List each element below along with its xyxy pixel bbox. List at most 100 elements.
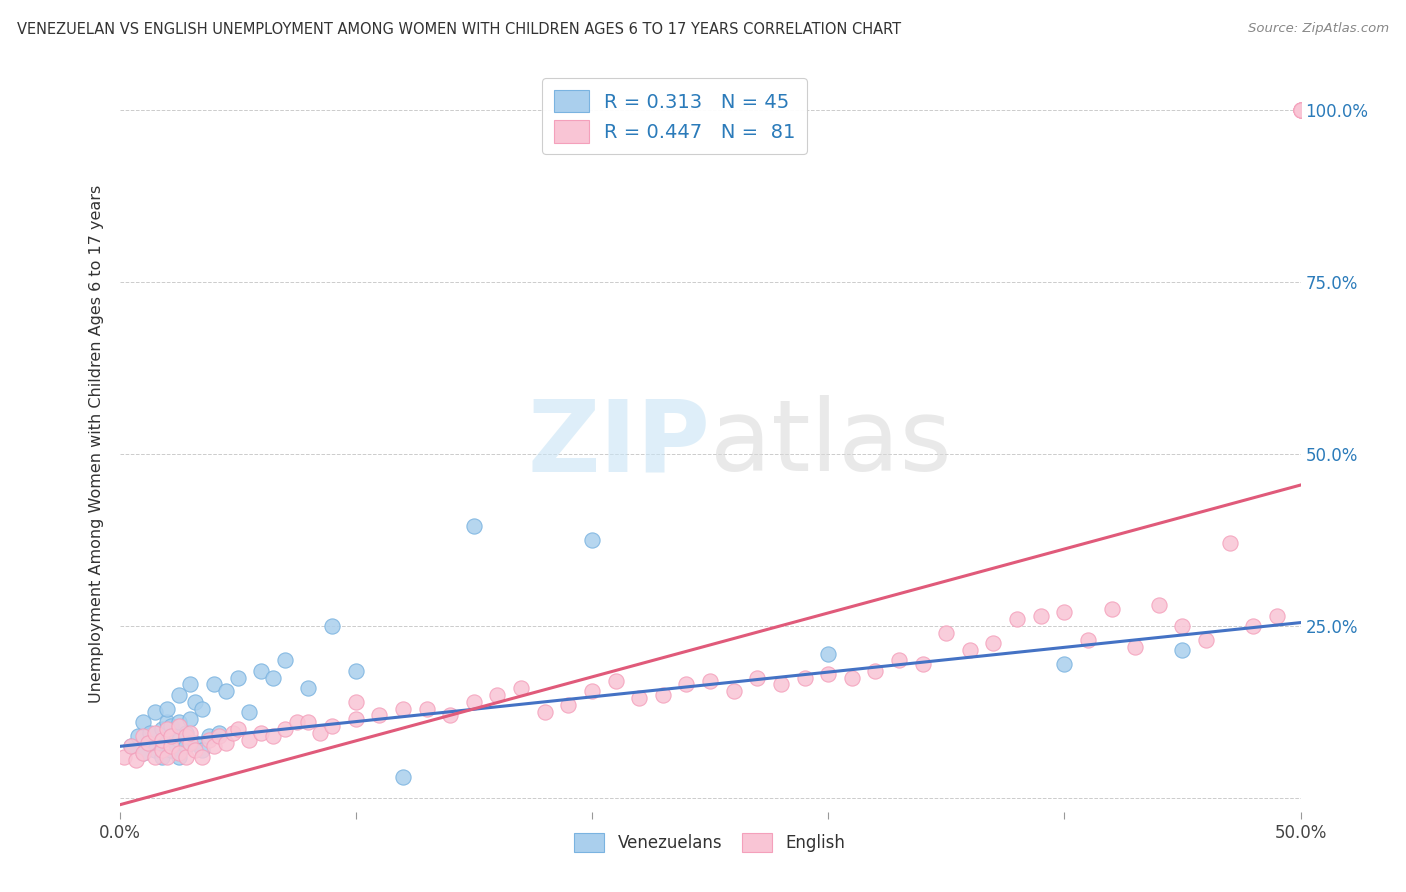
Point: [959, 643, 981, 657]
Point: [191, 749, 214, 764]
Point: [262, 729, 284, 743]
Point: [132, 729, 155, 743]
Point: [1289, 103, 1312, 118]
Point: [1171, 643, 1194, 657]
Point: [368, 708, 391, 723]
Point: [120, 739, 142, 754]
Point: [1241, 619, 1264, 633]
Point: [392, 701, 415, 715]
Point: [160, 719, 183, 733]
Point: [202, 739, 225, 754]
Point: [184, 743, 207, 757]
Point: [136, 736, 159, 750]
Text: VENEZUELAN VS ENGLISH UNEMPLOYMENT AMONG WOMEN WITH CHILDREN AGES 6 TO 17 YEARS : VENEZUELAN VS ENGLISH UNEMPLOYMENT AMONG…: [17, 22, 901, 37]
Point: [179, 725, 201, 739]
Point: [1101, 602, 1123, 616]
Point: [238, 732, 260, 747]
Point: [150, 722, 173, 736]
Point: [628, 691, 651, 706]
Point: [179, 712, 201, 726]
Point: [321, 719, 343, 733]
Point: [1289, 103, 1312, 118]
Point: [463, 695, 485, 709]
Point: [179, 677, 201, 691]
Point: [226, 722, 249, 736]
Point: [392, 770, 415, 784]
Point: [250, 664, 273, 678]
Point: [463, 519, 485, 533]
Point: [510, 681, 533, 695]
Point: [817, 667, 839, 681]
Point: [274, 722, 297, 736]
Point: [156, 722, 179, 736]
Point: [238, 705, 260, 719]
Text: ZIP: ZIP: [527, 395, 710, 492]
Point: [723, 684, 745, 698]
Point: [167, 688, 190, 702]
Point: [226, 671, 249, 685]
Point: [1219, 536, 1241, 550]
Point: [156, 715, 179, 730]
Point: [174, 725, 197, 739]
Point: [415, 701, 437, 715]
Point: [174, 739, 197, 754]
Point: [215, 736, 238, 750]
Point: [793, 671, 815, 685]
Point: [222, 725, 245, 739]
Point: [1029, 608, 1052, 623]
Point: [120, 739, 142, 754]
Point: [605, 674, 627, 689]
Point: [112, 749, 135, 764]
Point: [486, 688, 509, 702]
Point: [1005, 612, 1028, 626]
Point: [769, 677, 792, 691]
Point: [167, 749, 190, 764]
Point: [174, 729, 197, 743]
Point: [1077, 632, 1099, 647]
Point: [1289, 103, 1312, 118]
Point: [167, 715, 190, 730]
Point: [167, 746, 190, 760]
Point: [132, 715, 155, 730]
Point: [184, 736, 207, 750]
Point: [156, 732, 179, 747]
Point: [132, 746, 155, 760]
Point: [143, 743, 166, 757]
Point: [309, 725, 332, 739]
Point: [581, 533, 603, 547]
Point: [581, 684, 603, 698]
Point: [1289, 103, 1312, 118]
Point: [887, 653, 910, 667]
Text: Source: ZipAtlas.com: Source: ZipAtlas.com: [1249, 22, 1389, 36]
Point: [439, 708, 461, 723]
Point: [167, 732, 190, 747]
Point: [983, 636, 1005, 650]
Point: [675, 677, 697, 691]
Point: [533, 705, 555, 719]
Point: [1171, 619, 1194, 633]
Point: [250, 725, 273, 739]
Point: [139, 725, 162, 739]
Point: [202, 677, 225, 691]
Point: [865, 664, 887, 678]
Point: [179, 736, 201, 750]
Point: [1195, 632, 1218, 647]
Point: [198, 732, 221, 747]
Point: [125, 753, 148, 767]
Point: [1123, 640, 1146, 654]
Point: [198, 729, 221, 743]
Point: [274, 653, 297, 667]
Point: [184, 695, 207, 709]
Point: [1265, 608, 1288, 623]
Point: [344, 712, 367, 726]
Point: [841, 671, 863, 685]
Point: [191, 743, 214, 757]
Point: [174, 749, 197, 764]
Point: [143, 725, 166, 739]
Point: [127, 729, 149, 743]
Text: atlas: atlas: [710, 395, 952, 492]
Point: [557, 698, 579, 712]
Point: [344, 664, 367, 678]
Point: [208, 729, 231, 743]
Point: [285, 715, 308, 730]
